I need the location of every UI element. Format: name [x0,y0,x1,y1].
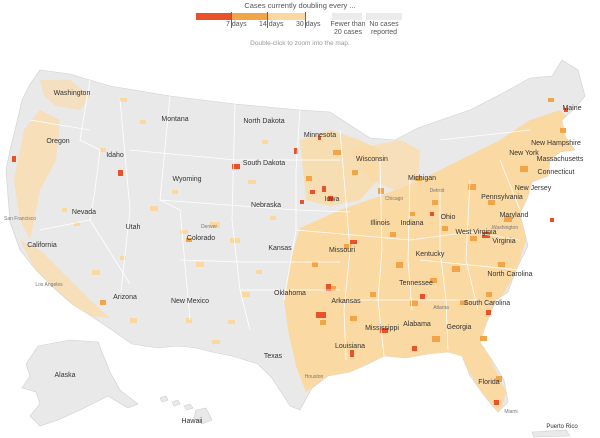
label-oklahoma: Oklahoma [274,290,306,297]
label-new-york: New York [509,150,539,157]
label-houston: Houston [305,374,324,380]
label-texas: Texas [264,353,283,360]
legend-label-30-days: 30 days [296,21,321,28]
label-nevada: Nevada [72,209,96,216]
label-san-francisco: San Francisco [4,216,36,222]
label-pennsylvania: Pennsylvania [481,194,523,201]
label-idaho: Idaho [106,152,124,159]
label-mississippi: Mississippi [365,325,399,332]
label-indiana: Indiana [401,220,424,227]
label-west-virginia: West Virginia [456,229,497,236]
label-michigan: Michigan [408,175,436,182]
label-colorado: Colorado [187,235,216,242]
label-illinois: Illinois [370,220,390,227]
label-chicago: Chicago [385,196,404,202]
puerto-rico-outline [531,429,571,438]
label-wyoming: Wyoming [172,176,201,183]
legend-label-14-days: 14 days [259,21,284,28]
zoom-hint: Double-click to zoom into the map. [250,40,350,47]
label-maine: Maine [562,105,581,112]
legend-label-no-cases: No cases reported [369,21,399,36]
label-arkansas: Arkansas [331,298,361,305]
legend-swatch-14-days [232,13,268,20]
label-south-carolina: South Carolina [464,300,510,307]
county-flecks [62,98,276,344]
label-detroit: Detroit [430,188,445,194]
label-oregon: Oregon [46,138,69,145]
label-denver: Denver [201,224,217,230]
legend-tick-7 [231,12,232,28]
label-north-dakota: North Dakota [243,118,284,125]
label-puerto-rico: Puerto Rico [546,424,578,430]
label-ohio: Ohio [441,214,456,221]
label-florida: Florida [478,379,500,386]
label-kansas: Kansas [268,245,292,252]
label-miami: Miami [504,409,517,415]
label-utah: Utah [126,224,141,231]
label-wisconsin: Wisconsin [356,156,388,163]
legend-label-7-days: 7 days [226,21,247,28]
label-minnesota: Minnesota [304,132,336,139]
label-new-mexico: New Mexico [171,298,209,305]
label-connecticut: Connecticut [538,169,575,176]
label-montana: Montana [161,116,188,123]
label-washington: Washington [54,90,91,97]
label-south-dakota: South Dakota [243,160,286,167]
label-hawaii: Hawaii [181,418,202,425]
label-washington-dc: Washington [492,225,518,231]
legend-swatch-7-days [196,13,232,20]
label-massachusetts: Massachusetts [537,156,584,163]
legend-title: Cases currently doubling every ... [244,1,356,10]
label-north-carolina: North Carolina [487,271,532,278]
legend-label-fewer-than-20: Fewer than 20 cases [330,21,366,36]
label-louisiana: Louisiana [335,343,365,350]
label-missouri: Missouri [329,247,356,254]
label-alabama: Alabama [403,321,431,328]
label-atlanta: Atlanta [433,305,449,311]
label-iowa: Iowa [325,196,340,203]
label-new-jersey: New Jersey [515,185,552,192]
alaska-outline [21,339,139,427]
label-los-angeles: Los Angeles [35,282,63,288]
label-arizona: Arizona [113,294,137,301]
label-georgia: Georgia [447,324,472,331]
label-alaska: Alaska [54,372,75,379]
map-labels: Washington Oregon Idaho Montana Wyoming … [4,90,584,430]
label-virginia: Virginia [492,238,515,245]
legend-tick-30 [305,12,306,28]
legend-swatch-fewer-than-20 [332,13,362,20]
legend-swatch-30-days [268,13,306,20]
legend-swatch-no-cases [366,13,402,20]
legend-tick-14 [267,12,268,28]
red-counties [12,108,568,405]
label-tennessee: Tennessee [399,280,433,287]
label-kentucky: Kentucky [416,251,445,258]
light-orange-regions [14,80,580,412]
hawaii-islands [159,395,213,425]
state-borders [29,79,531,361]
label-california: California [27,242,57,249]
label-maryland: Maryland [500,212,529,219]
label-new-hampshire: New Hampshire [531,140,581,147]
label-nebraska: Nebraska [251,202,281,209]
